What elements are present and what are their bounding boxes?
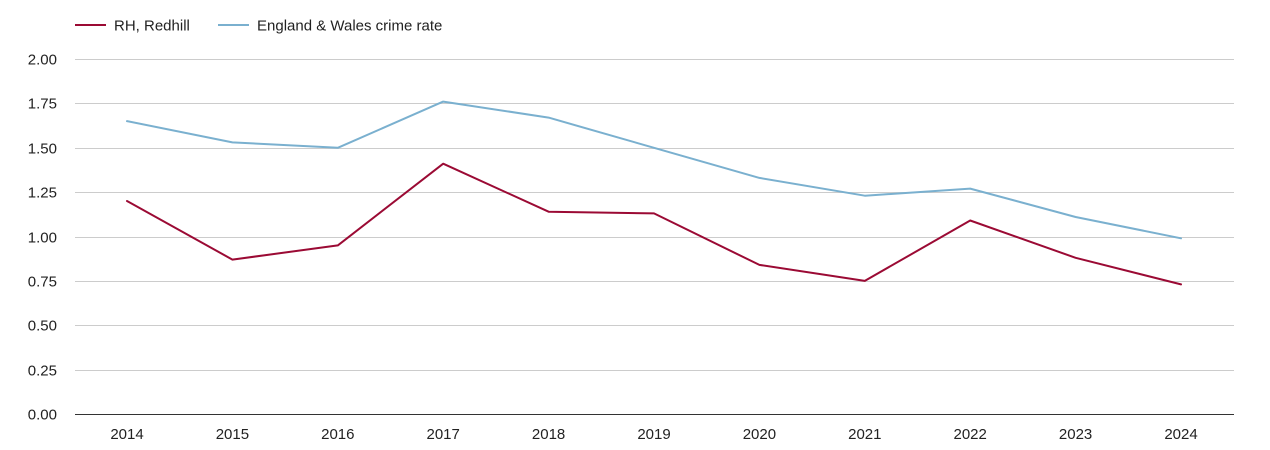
x-tick-label: 2016 xyxy=(321,426,354,443)
y-tick-label: 1.00 xyxy=(28,230,57,247)
y-tick-label: 0.50 xyxy=(28,318,57,335)
x-tick-label: 2018 xyxy=(532,426,565,443)
x-tick-label: 2021 xyxy=(848,426,881,443)
legend-item-redhill[interactable]: RH, Redhill xyxy=(75,18,190,35)
y-tick-label: 2.00 xyxy=(28,52,57,69)
y-tick-label: 1.50 xyxy=(28,141,57,158)
x-tick-label: 2014 xyxy=(110,426,143,443)
x-tick-label: 2017 xyxy=(427,426,460,443)
x-axis-tick-labels: 2014 2015 2016 2017 2018 2019 2020 2021 2022 2023… xyxy=(110,426,1197,443)
x-tick-label: 2023 xyxy=(1059,426,1092,443)
x-tick-label: 2015 xyxy=(216,426,249,443)
x-tick-label: 2024 xyxy=(1164,426,1197,443)
legend: RH, Redhill England & Wales crime rate xyxy=(75,18,442,35)
legend-label-redhill: RH, Redhill xyxy=(114,18,190,35)
y-tick-label: 1.25 xyxy=(28,185,57,202)
y-tick-label: 1.75 xyxy=(28,96,57,113)
legend-item-england-wales[interactable]: England & Wales crime rate xyxy=(218,18,442,35)
y-axis-tick-labels: 0.00 0.25 0.50 0.75 1.00 1.25 1.50 1.75 2.00 xyxy=(28,52,57,424)
y-tick-label: 0.25 xyxy=(28,363,57,380)
series-line-england-wales xyxy=(126,100,1182,240)
x-tick-label: 2022 xyxy=(954,426,987,443)
series-line-redhill xyxy=(126,162,1182,286)
y-tick-label: 0.75 xyxy=(28,274,57,291)
series-lines xyxy=(126,100,1182,286)
x-tick-label: 2020 xyxy=(743,426,776,443)
gridlines xyxy=(75,59,1234,415)
legend-label-england-wales: England & Wales crime rate xyxy=(257,18,442,35)
y-tick-label: 0.00 xyxy=(28,407,57,424)
x-tick-label: 2019 xyxy=(637,426,670,443)
